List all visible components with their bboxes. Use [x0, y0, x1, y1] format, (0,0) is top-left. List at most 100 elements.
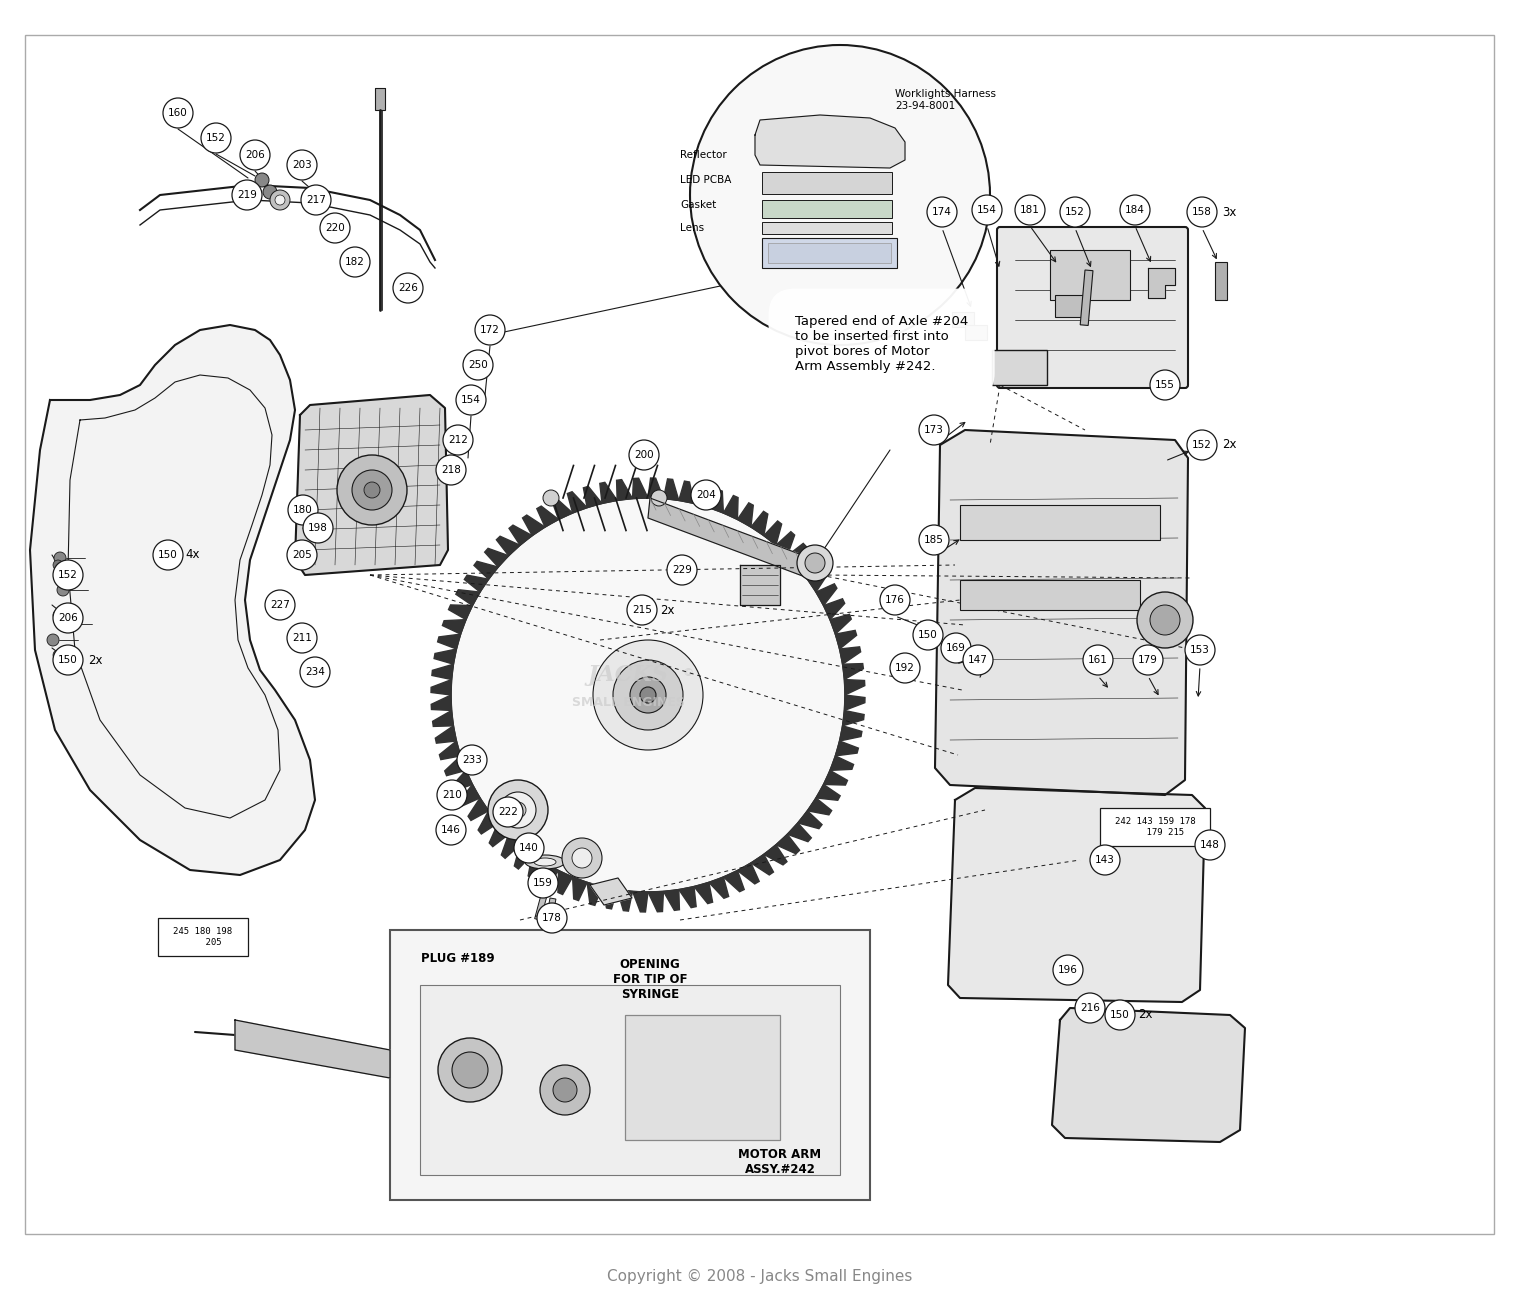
Polygon shape — [523, 515, 545, 536]
Text: Worklights Harness
23-94-8001: Worklights Harness 23-94-8001 — [895, 89, 996, 110]
Text: 250: 250 — [468, 360, 488, 371]
Polygon shape — [445, 756, 466, 775]
Text: OPENING
FOR TIP OF
SYRINGE: OPENING FOR TIP OF SYRINGE — [612, 958, 687, 1001]
Polygon shape — [816, 583, 837, 606]
Polygon shape — [840, 725, 861, 741]
Circle shape — [639, 687, 656, 703]
Text: ©: © — [682, 668, 694, 678]
Polygon shape — [448, 604, 472, 620]
Text: 169: 169 — [946, 643, 966, 653]
Circle shape — [255, 173, 269, 187]
Polygon shape — [468, 798, 489, 820]
Polygon shape — [764, 520, 782, 545]
Text: 218: 218 — [441, 465, 460, 474]
Text: 181: 181 — [1021, 205, 1041, 215]
Polygon shape — [835, 631, 857, 649]
Polygon shape — [431, 679, 451, 695]
Text: 211: 211 — [292, 633, 311, 643]
Circle shape — [1195, 830, 1224, 859]
Text: 2x: 2x — [659, 603, 674, 616]
Polygon shape — [529, 854, 545, 879]
Text: 176: 176 — [886, 595, 905, 604]
Text: 227: 227 — [270, 600, 290, 610]
Circle shape — [289, 495, 317, 526]
Bar — [763, 238, 898, 268]
Circle shape — [630, 677, 665, 714]
Circle shape — [494, 798, 523, 827]
Text: 212: 212 — [448, 435, 468, 445]
Ellipse shape — [535, 858, 556, 866]
Polygon shape — [737, 863, 760, 884]
Circle shape — [456, 385, 486, 415]
Polygon shape — [829, 756, 854, 770]
Circle shape — [1060, 197, 1091, 227]
Circle shape — [451, 498, 845, 892]
Polygon shape — [489, 823, 509, 846]
Bar — [375, 88, 384, 110]
Circle shape — [53, 650, 62, 660]
Circle shape — [61, 618, 73, 629]
Bar — [158, 918, 248, 957]
Polygon shape — [694, 485, 709, 507]
Bar — [419, 986, 840, 1175]
Circle shape — [667, 555, 697, 585]
Circle shape — [1138, 593, 1192, 648]
Text: Tapered end of Axle #204
to be inserted first into
pivot bores of Motor
Arm Asse: Tapered end of Axle #204 to be inserted … — [794, 315, 968, 373]
Circle shape — [302, 512, 333, 543]
Polygon shape — [845, 679, 864, 695]
Circle shape — [457, 745, 488, 775]
Text: 3x: 3x — [1221, 205, 1236, 218]
Circle shape — [691, 480, 722, 510]
Text: 210: 210 — [442, 790, 462, 800]
Text: 158: 158 — [1192, 208, 1212, 217]
Circle shape — [797, 545, 832, 581]
Circle shape — [436, 815, 466, 845]
Polygon shape — [823, 770, 848, 784]
Bar — [624, 1014, 779, 1141]
Text: 180: 180 — [293, 505, 313, 515]
Polygon shape — [649, 478, 664, 498]
Bar — [763, 200, 892, 218]
Polygon shape — [750, 511, 767, 536]
Circle shape — [55, 552, 65, 564]
Polygon shape — [617, 890, 632, 911]
Polygon shape — [816, 784, 840, 800]
Text: 2x: 2x — [1138, 1009, 1153, 1021]
Text: PLUG #189: PLUG #189 — [421, 951, 495, 964]
Circle shape — [287, 540, 317, 570]
Polygon shape — [649, 498, 820, 578]
Text: Gasket: Gasket — [681, 200, 717, 210]
Circle shape — [1185, 635, 1215, 665]
Text: 143: 143 — [1095, 855, 1115, 865]
Polygon shape — [501, 834, 519, 858]
Polygon shape — [542, 863, 559, 887]
Circle shape — [919, 415, 949, 445]
Text: 245 180 198
    205: 245 180 198 205 — [173, 928, 232, 946]
Circle shape — [53, 603, 84, 633]
Circle shape — [163, 99, 193, 127]
Text: 242 143 159 178
    179 215: 242 143 159 178 179 215 — [1115, 817, 1195, 837]
Circle shape — [919, 526, 949, 555]
Text: 185: 185 — [924, 535, 943, 545]
FancyBboxPatch shape — [996, 227, 1188, 388]
Bar — [992, 350, 1047, 385]
Polygon shape — [840, 646, 861, 664]
Polygon shape — [843, 711, 864, 725]
Circle shape — [553, 1077, 577, 1102]
Text: 198: 198 — [308, 523, 328, 533]
Circle shape — [153, 540, 182, 570]
Circle shape — [53, 560, 84, 590]
Polygon shape — [485, 548, 509, 568]
Bar — [544, 897, 556, 938]
Bar — [1215, 261, 1227, 300]
Polygon shape — [723, 871, 744, 892]
Circle shape — [510, 802, 526, 819]
Text: 216: 216 — [1080, 1003, 1100, 1013]
Polygon shape — [465, 576, 489, 593]
Polygon shape — [723, 495, 738, 519]
Text: 192: 192 — [895, 664, 914, 673]
Polygon shape — [936, 430, 1188, 795]
Circle shape — [299, 657, 330, 687]
Circle shape — [275, 194, 286, 205]
Text: 178: 178 — [542, 913, 562, 922]
